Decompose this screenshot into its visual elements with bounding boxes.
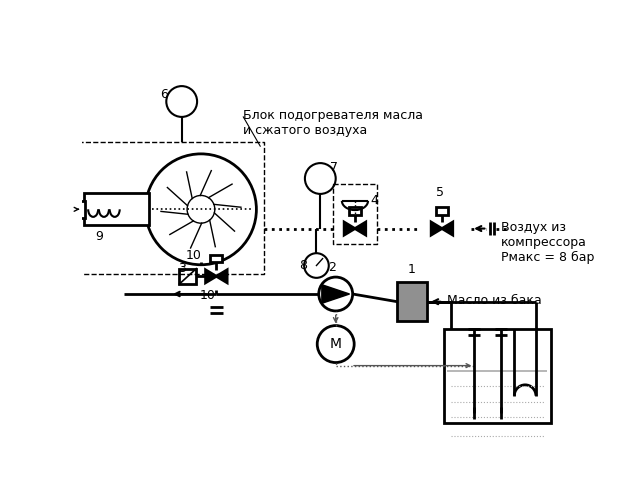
Bar xyxy=(179,269,196,284)
Bar xyxy=(211,255,222,262)
Text: 6: 6 xyxy=(160,88,168,101)
Circle shape xyxy=(145,154,257,265)
Bar xyxy=(444,329,551,423)
Bar xyxy=(72,201,86,218)
Circle shape xyxy=(319,277,353,311)
Text: 7: 7 xyxy=(330,161,337,174)
Text: Блок подогревателя масла
и сжатого воздуха: Блок подогревателя масла и сжатого возду… xyxy=(243,109,423,137)
Polygon shape xyxy=(355,222,365,235)
Text: 9: 9 xyxy=(95,230,103,243)
Circle shape xyxy=(305,163,336,194)
Text: Масло из бака: Масло из бака xyxy=(447,294,541,307)
Text: 3: 3 xyxy=(178,262,186,276)
Circle shape xyxy=(166,86,197,117)
Circle shape xyxy=(304,253,329,278)
Bar xyxy=(349,207,361,214)
Text: 5: 5 xyxy=(436,186,444,199)
Polygon shape xyxy=(431,222,442,235)
Circle shape xyxy=(187,195,215,223)
Text: 1: 1 xyxy=(408,263,416,276)
Polygon shape xyxy=(322,284,349,303)
Circle shape xyxy=(317,325,354,362)
Polygon shape xyxy=(442,222,452,235)
Polygon shape xyxy=(205,270,216,283)
Bar xyxy=(436,207,448,214)
Text: 2: 2 xyxy=(328,261,336,274)
Text: Воздух из
компрессора
Рмакс = 8 бар: Воздух из компрессора Рмакс = 8 бар xyxy=(501,221,595,264)
Text: 10: 10 xyxy=(200,289,215,302)
Text: 10: 10 xyxy=(186,249,202,262)
Bar xyxy=(84,193,149,225)
Bar xyxy=(397,282,426,321)
Polygon shape xyxy=(344,222,355,235)
Text: 4: 4 xyxy=(371,194,378,207)
Text: 8: 8 xyxy=(300,259,307,272)
Text: М: М xyxy=(330,337,342,351)
Polygon shape xyxy=(216,270,227,283)
